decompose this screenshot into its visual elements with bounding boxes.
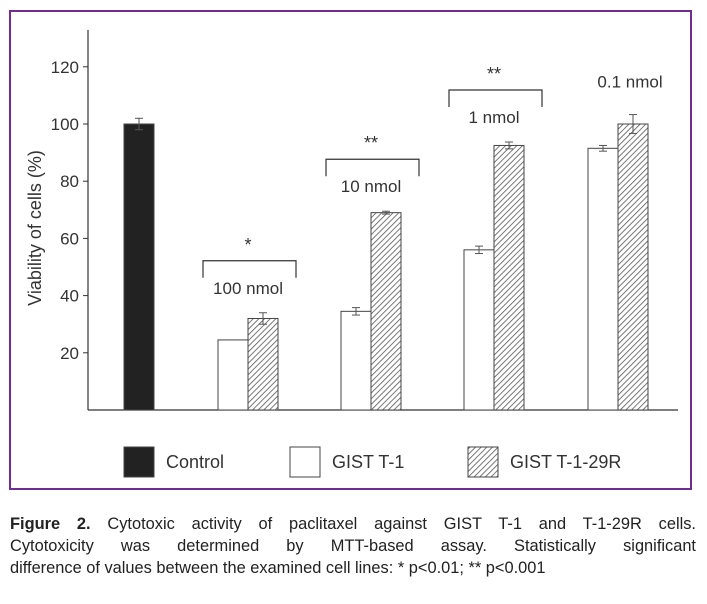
bar-gist-t1-29r [617, 123, 649, 411]
significance-marker: ** [364, 133, 378, 153]
bars [123, 114, 649, 411]
error-bar-control [135, 117, 143, 131]
annotations: 100 nmol * 10 nmol ** 1 nmol ** 0.1 nmol [202, 64, 663, 298]
error-bar-gist-t1-29r [382, 210, 390, 215]
error-bar-gist-t1-29r [259, 312, 267, 325]
legend: Control GIST T-1 GIST T-1-29R [123, 446, 621, 478]
y-axis-label: Viability of cells (%) [25, 150, 45, 306]
y-tick-label: 80 [60, 172, 79, 191]
y-tick-label: 20 [60, 344, 79, 363]
error-bar-gist-t1 [599, 144, 607, 152]
y-tick-label: 40 [60, 287, 79, 306]
y-tick-label: 120 [51, 58, 79, 77]
significance-marker: * [244, 235, 251, 255]
bar-chart: 20 40 60 80 100 120 Viability of cells (%) 100… [25, 30, 678, 478]
legend-label: Control [166, 452, 224, 472]
error-bar-gist-t1-29r [505, 141, 513, 150]
significance-bracket [448, 89, 543, 108]
concentration-label: 1 nmol [468, 108, 519, 127]
axes: 20 40 60 80 100 120 Viability of cells (%) [25, 30, 678, 411]
y-tick-label: 60 [60, 229, 79, 248]
legend-swatch [467, 446, 499, 478]
error-bar-gist-t1-29r [629, 114, 637, 134]
significance-bracket [202, 260, 297, 278]
bar-gist-t1-29r [370, 212, 402, 411]
bar-gist-t1-29r [247, 317, 279, 411]
bar-gist-t1 [463, 249, 495, 411]
significance-bracket [325, 158, 420, 177]
bar-control [123, 123, 155, 411]
figure-caption: Figure 2. Cytotoxic activity of paclitax… [10, 513, 696, 579]
legend-item: GIST T-1 [289, 446, 404, 478]
concentration-label: 10 nmol [341, 177, 401, 196]
legend-item: GIST T-1-29R [467, 446, 621, 478]
legend-label: GIST T-1 [332, 452, 404, 472]
significance-marker: ** [487, 64, 501, 84]
bar-gist-t1 [217, 339, 249, 411]
legend-swatch [289, 446, 321, 478]
legend-label: GIST T-1-29R [510, 452, 621, 472]
caption-line-2: Cytotoxicity was determined by MTT-based… [10, 537, 696, 555]
caption-label: Figure 2. [10, 515, 91, 533]
y-tick-label: 100 [51, 115, 79, 134]
legend-item: Control [123, 446, 224, 478]
bar-gist-t1 [340, 310, 372, 411]
caption-line-1: Cytotoxic activity of paclitaxel against… [107, 515, 696, 533]
concentration-label: 100 nmol [213, 279, 283, 298]
bar-gist-t1 [587, 147, 619, 411]
error-bar-gist-t1 [475, 245, 483, 255]
concentration-label: 0.1 nmol [597, 73, 662, 92]
legend-swatch [123, 446, 155, 478]
caption-line-3: difference of values between the examine… [10, 559, 546, 577]
bar-gist-t1-29r [493, 144, 525, 411]
error-bar-gist-t1 [352, 307, 360, 316]
